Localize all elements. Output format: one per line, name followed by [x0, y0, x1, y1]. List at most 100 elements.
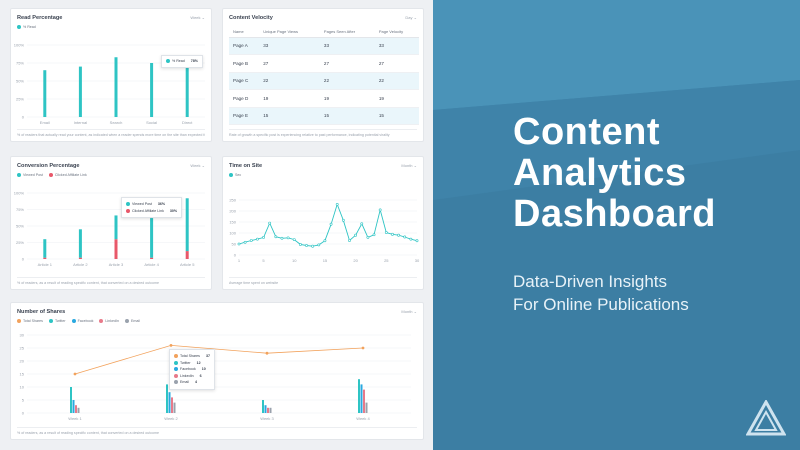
period-dropdown[interactable]: Week ⌄ [190, 163, 205, 168]
x-tick-label: Search [110, 120, 123, 125]
column-header[interactable]: Page Velocity [374, 27, 419, 38]
time-on-site-card: Time on Site Month ⌄ Sec 0 50 100 150 200 250… [222, 156, 424, 290]
bar-viewed-post [114, 215, 118, 240]
y-tick-label: 10 [20, 385, 25, 390]
table-cell: 19 [319, 89, 375, 108]
period-dropdown[interactable]: Month ⌄ [401, 309, 417, 314]
data-point [262, 236, 265, 239]
table-cell: Page A [229, 37, 260, 55]
bar-twitter [358, 379, 360, 413]
data-point [243, 240, 247, 244]
table-cell: Page D [229, 89, 260, 108]
table-cell: 22 [319, 72, 375, 90]
card-footnote: Rate of growth a specific post is experi… [229, 129, 417, 137]
y-tick-label: 25% [16, 240, 24, 245]
table-cell: 33 [374, 37, 419, 55]
number-of-shares-card: Number of Shares Month ⌄ Total Shares Tw… [10, 302, 424, 440]
x-tick-label: Article 5 [180, 262, 195, 267]
data-point [360, 222, 364, 226]
card-title: Number of Shares [17, 309, 66, 315]
data-point [341, 218, 345, 222]
legend-item: Clicked Affiliate Link [48, 173, 87, 177]
table-cell: 15 [319, 107, 375, 125]
card-footnote: % of readers that actually read your con… [17, 129, 205, 137]
data-point [403, 235, 407, 239]
period-dropdown[interactable]: Day ⌄ [405, 15, 417, 20]
legend-item: Viewed Post [17, 173, 43, 177]
bar-facebook [264, 405, 267, 413]
hero-wave-background [433, 0, 800, 450]
bar [78, 66, 82, 117]
x-tick-label: Week 1 [68, 416, 82, 421]
hero-title: Content Analytics Dashboard [513, 111, 716, 235]
dashboard-panel: Read Percentage Week ⌄ % Read 0 25% 50% 75%… [10, 8, 424, 440]
bar-linkedin [75, 405, 77, 413]
x-tick-label: Social [146, 120, 157, 125]
x-tick-label: Email [40, 120, 50, 125]
legend-item: Sec [229, 173, 241, 177]
card-footnote: % of readers, as a result of reading spe… [17, 427, 417, 435]
bar-linkedin [171, 397, 173, 413]
legend-dot [229, 173, 233, 177]
data-point [311, 244, 315, 248]
y-tick-label: 0 [22, 257, 25, 262]
column-header[interactable]: Name [229, 27, 260, 38]
data-point [317, 243, 321, 247]
table-row[interactable]: Page D 19 19 19 [229, 89, 419, 108]
y-tick-label: 25% [16, 97, 24, 102]
table-cell: 15 [259, 107, 320, 125]
table-row[interactable]: Page E 15 15 15 [229, 107, 419, 125]
table-cell: 22 [259, 72, 320, 90]
y-tick-label: 5 [22, 398, 25, 403]
x-tick-label: Article 3 [109, 262, 124, 267]
table-row[interactable]: Page A 33 33 33 [229, 37, 419, 55]
bar-facebook [360, 384, 363, 413]
bar-email [173, 402, 176, 413]
y-tick-label: 20 [20, 359, 25, 364]
data-point [274, 235, 278, 239]
hero-panel: Content Analytics Dashboard Data-Driven … [433, 0, 800, 450]
x-tick-label: Week 3 [260, 416, 274, 421]
bar-email [365, 402, 368, 413]
card-footnote: % of readers, as a result of reading spe… [17, 277, 205, 285]
data-point [397, 233, 400, 237]
y-tick-label: 100% [14, 191, 25, 196]
conversion-percentage-card: Conversion Percentage Week ⌄ Viewed Post… [10, 156, 212, 290]
x-tick-label: 5 [262, 258, 265, 263]
x-tick-label: 25 [384, 258, 389, 263]
y-tick-label: 75% [16, 61, 24, 66]
column-header[interactable]: Pages Seen After [319, 27, 375, 38]
card-title: Conversion Percentage [17, 163, 80, 169]
table-cell: 27 [374, 54, 419, 73]
read-percentage-card: Read Percentage Week ⌄ % Read 0 25% 50% 75%… [10, 8, 212, 142]
bar-facebook [168, 392, 171, 413]
x-tick-label: Week 4 [356, 416, 370, 421]
x-tick-label: Internal [74, 120, 87, 125]
legend-item: LinkedIn [99, 319, 119, 323]
legend-dot [71, 319, 76, 323]
bar-linkedin [267, 407, 269, 413]
data-point [280, 236, 284, 240]
bar [150, 63, 154, 117]
table-cell: 19 [374, 89, 419, 108]
period-dropdown[interactable]: Week ⌄ [190, 15, 205, 20]
bar-clicked-affiliate [43, 257, 47, 259]
x-tick-label: 30 [415, 258, 420, 263]
read-percentage-chart: 0 25% 50% 75% 100% Email Internal Search Social D… [14, 43, 205, 125]
data-point [348, 239, 351, 242]
table-row[interactable]: Page B 27 27 27 [229, 54, 419, 73]
x-tick-label: Direct [182, 120, 193, 125]
y-tick-label: 100 [229, 231, 236, 236]
data-point [378, 208, 382, 212]
y-tick-label: 50% [16, 79, 24, 84]
bar-viewed-post [185, 198, 189, 252]
bar-email [269, 407, 272, 413]
table-cell: Page B [229, 54, 260, 73]
column-header[interactable]: Unique Page Views [259, 27, 320, 38]
x-tick-label: 20 [353, 258, 358, 263]
data-point [354, 233, 358, 237]
period-dropdown[interactable]: Month ⌄ [401, 163, 417, 168]
y-tick-label: 50% [16, 224, 24, 229]
bar-clicked-affiliate [150, 257, 154, 259]
table-row[interactable]: Page C 22 22 22 [229, 72, 419, 90]
